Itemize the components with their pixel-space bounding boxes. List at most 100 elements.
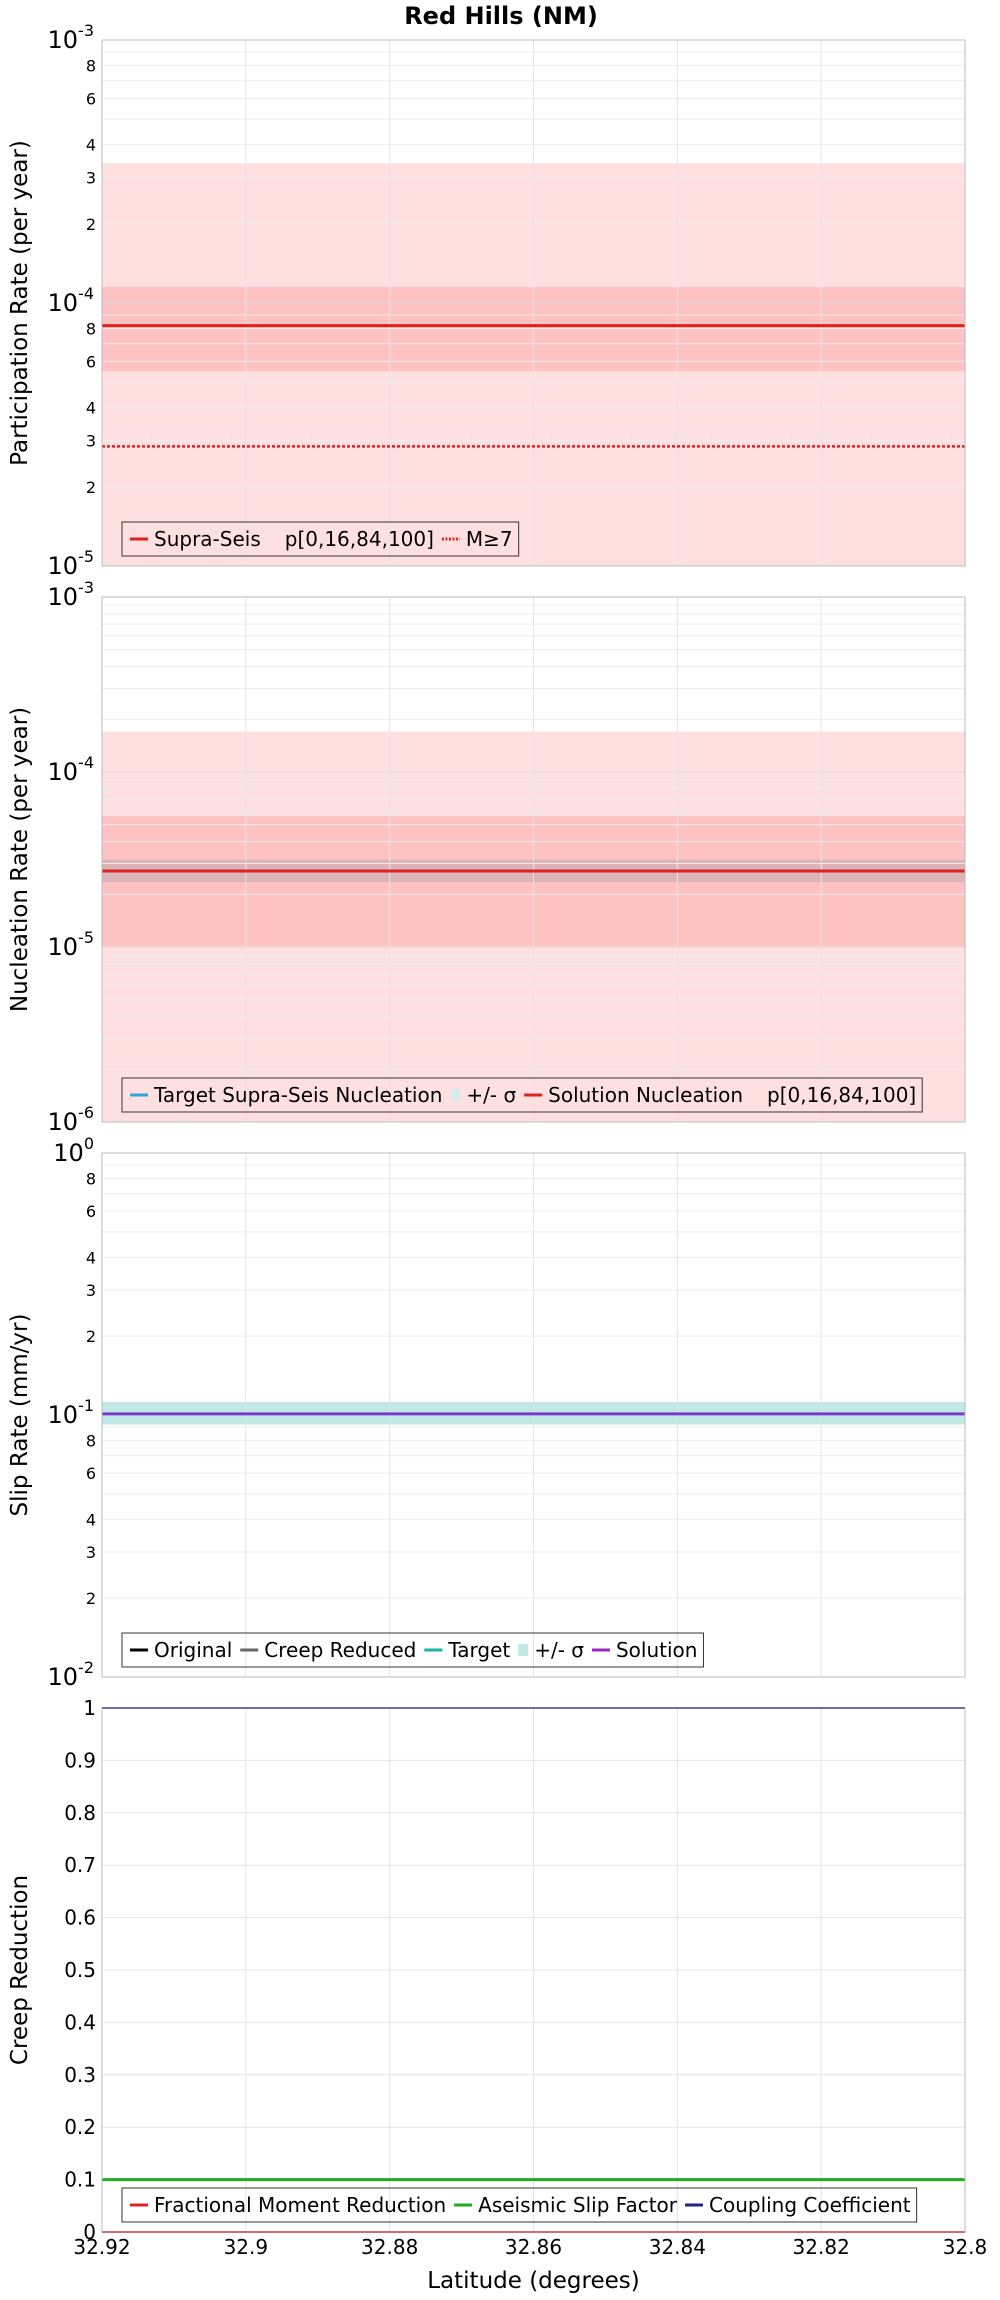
y-axis-label: Creep Reduction xyxy=(7,1875,33,2065)
x-tick-label: 32.88 xyxy=(361,2235,418,2259)
x-tick-label: 32.92 xyxy=(73,2235,130,2259)
y-minor-tick-label: 3 xyxy=(86,1543,96,1562)
y-tick-label: 0.1 xyxy=(64,2168,96,2192)
legend: Supra-Seis p[0,16,84,100] M≥7 xyxy=(121,521,520,557)
legend-box xyxy=(121,1077,923,1113)
y-minor-tick-label: 2 xyxy=(86,215,96,234)
plot-frame xyxy=(101,1707,966,2233)
y-minor-tick-label: 3 xyxy=(86,1281,96,1300)
y-tick-label: 100 xyxy=(53,1134,94,1167)
legend-label: Solution xyxy=(616,1638,697,1662)
x-axis-label: Latitude (degrees) xyxy=(427,2268,640,2294)
y-tick-exponent: -5 xyxy=(78,928,94,947)
legend-label: Solution Nucleation xyxy=(548,1083,743,1107)
y-tick-exponent: 0 xyxy=(84,1134,94,1153)
y-minor-tick-label: 4 xyxy=(86,399,96,418)
y-tick-label: 0.9 xyxy=(64,1748,96,1772)
x-tick-label: 32.8 xyxy=(943,2235,988,2259)
y-axis-label: Nucleation Rate (per year) xyxy=(7,707,33,1012)
x-tick-label: 32.84 xyxy=(649,2235,706,2259)
legend-swatch xyxy=(268,533,279,545)
y-tick-label: 0.6 xyxy=(64,1906,96,1930)
y-tick-label: 0.5 xyxy=(64,1958,96,1982)
legend-label: p[0,16,84,100] xyxy=(767,1083,916,1107)
panel-1: 10-5 10-4 10-3 2 3 4 6 8 2 3 4 6 8 Participation Rate… xyxy=(7,21,966,580)
legend-swatch xyxy=(751,1089,762,1101)
legend-label: Coupling Coefficient xyxy=(709,2193,911,2217)
legend-label: Creep Reduced xyxy=(264,1638,416,1662)
y-tick-exponent: -1 xyxy=(78,1396,94,1415)
y-minor-tick-label: 2 xyxy=(86,1327,96,1346)
legend-label: p[0,16,84,100] xyxy=(285,527,434,551)
y-tick-label: 10-6 xyxy=(48,1103,95,1136)
legend-label: Original xyxy=(154,1638,232,1662)
y-minor-tick-label: 8 xyxy=(86,1431,96,1450)
panel-2: 10-6 10-5 10-4 10-3 Nucleation Rate (per yea… xyxy=(7,578,966,1136)
x-axis: 32.92 32.9 32.88 32.86 32.84 32.82 32.8 Latitud… xyxy=(73,2235,987,2294)
legend-label: +/- σ xyxy=(466,1083,516,1107)
legend: Original Creep Reduced Target +/- σ Solution xyxy=(121,1632,704,1668)
plot-frame xyxy=(101,39,966,567)
y-minor-tick-label: 6 xyxy=(86,352,96,371)
y-minor-tick-label: 3 xyxy=(86,169,96,188)
legend-swatch xyxy=(450,1089,461,1101)
y-tick-label: 0.2 xyxy=(64,2115,96,2139)
y-tick-exponent: -4 xyxy=(78,753,94,772)
y-minor-tick-label: 8 xyxy=(86,319,96,338)
plot-frame xyxy=(101,1152,966,1678)
legend-label: Fractional Moment Reduction xyxy=(154,2193,446,2217)
panel-3: 10-2 10-1 100 2 3 4 6 8 2 3 4 6 8 Slip Rate (mm/yr) Or… xyxy=(7,1134,966,1691)
y-minor-tick-label: 6 xyxy=(86,1464,96,1483)
legend: Target Supra-Seis Nucleation +/- σ Solutio… xyxy=(121,1077,923,1113)
legend-label: Target Supra-Seis Nucleation xyxy=(153,1083,442,1107)
y-tick-label: 0.4 xyxy=(64,2010,96,2034)
y-minor-tick-label: 4 xyxy=(86,136,96,155)
legend-box xyxy=(121,2187,918,2223)
y-minor-tick-label: 3 xyxy=(86,432,96,451)
legend-swatch xyxy=(518,1644,529,1656)
y-minor-tick-label: 8 xyxy=(86,56,96,75)
y-tick-label: 0.3 xyxy=(64,2063,96,2087)
y-tick-label: 10-5 xyxy=(48,928,95,961)
y-tick-exponent: -3 xyxy=(78,578,94,597)
y-minor-tick-label: 4 xyxy=(86,1510,96,1529)
y-minor-tick-label: 8 xyxy=(86,1169,96,1188)
x-tick-label: 32.86 xyxy=(505,2235,562,2259)
y-tick-label: 10-4 xyxy=(48,753,95,786)
y-tick-label: 1 xyxy=(83,1696,96,1720)
chart-title: Red Hills (NM) xyxy=(404,2,598,30)
y-tick-exponent: -4 xyxy=(78,284,94,303)
y-axis-label: Participation Rate (per year) xyxy=(7,140,33,466)
y-tick-label: 10-3 xyxy=(48,21,95,54)
y-tick-exponent: -6 xyxy=(78,1103,94,1122)
y-tick-exponent: -3 xyxy=(78,21,94,40)
y-minor-tick-label: 4 xyxy=(86,1248,96,1267)
legend-label: +/- σ xyxy=(534,1638,584,1662)
y-minor-tick-label: 2 xyxy=(86,478,96,497)
y-tick-label: 10-3 xyxy=(48,578,95,611)
y-tick-exponent: -5 xyxy=(78,547,94,566)
x-tick-label: 32.9 xyxy=(224,2235,269,2259)
legend-label: Aseismic Slip Factor xyxy=(478,2193,678,2217)
legend: Fractional Moment Reduction Aseismic Slip… xyxy=(121,2187,918,2223)
legend-label: Supra-Seis xyxy=(154,527,261,551)
y-axis-label: Slip Rate (mm/yr) xyxy=(7,1314,33,1517)
y-minor-tick-label: 6 xyxy=(86,1202,96,1221)
legend-label: M≥7 xyxy=(466,527,513,551)
y-tick-exponent: -2 xyxy=(78,1658,94,1677)
plot-frame xyxy=(101,596,966,1123)
y-tick-label: 0 xyxy=(83,2220,96,2244)
y-tick-label: 10-2 xyxy=(48,1658,95,1691)
y-minor-tick-label: 6 xyxy=(86,89,96,108)
y-tick-label: 10-4 xyxy=(48,284,95,317)
legend-box xyxy=(121,1632,704,1668)
y-tick-label: 0.7 xyxy=(64,1853,96,1877)
x-tick-label: 32.82 xyxy=(793,2235,850,2259)
y-minor-tick-label: 2 xyxy=(86,1589,96,1608)
y-tick-label: 0.8 xyxy=(64,1801,96,1825)
legend-box xyxy=(121,521,520,557)
legend-label: Target xyxy=(447,1638,510,1662)
panel-4: 0 0.1 0.2 0.3 0.4 0.5 0.6 0.7 0.8 0.9 1 Creep Reduc… xyxy=(7,1696,966,2244)
y-tick-label: 10-5 xyxy=(48,547,95,580)
